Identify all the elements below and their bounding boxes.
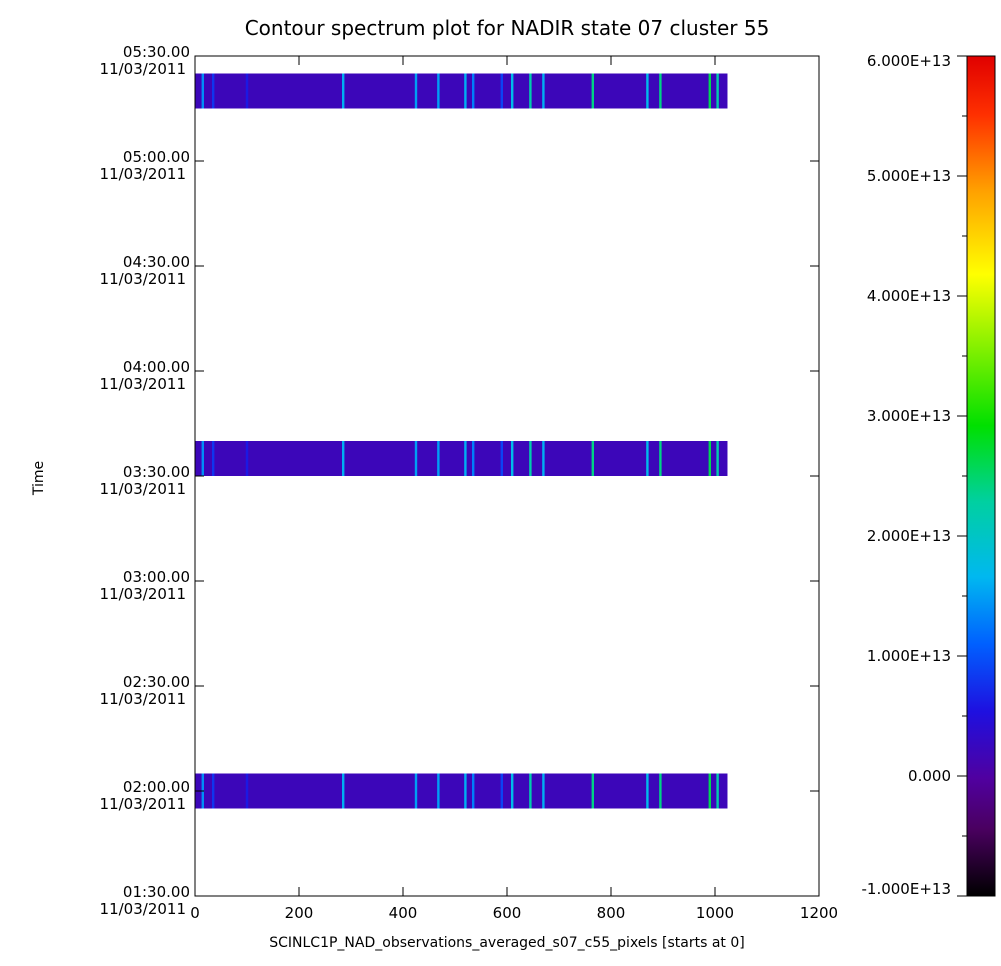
heatmap-cell — [472, 73, 475, 109]
chart-title: Contour spectrum plot for NADIR state 07… — [245, 16, 770, 40]
x-tick-label: 400 — [389, 904, 418, 922]
heatmap-cell — [659, 773, 662, 809]
heatmap-cell — [212, 773, 215, 809]
heatmap-cell — [716, 773, 719, 809]
y-tick-time: 03:00.00 — [123, 568, 190, 586]
colorbar-tick-label: 4.000E+13 — [867, 287, 951, 305]
y-tick-date: 11/03/2011 — [100, 900, 186, 918]
colorbar-tick-label: 5.000E+13 — [867, 167, 951, 185]
heatmap-cell — [414, 773, 418, 809]
colorbar-tick-label: -1.000E+13 — [862, 880, 952, 898]
heatmap-cell — [591, 441, 594, 476]
heatmap-block-2 — [195, 73, 728, 109]
heatmap-cell — [437, 441, 440, 476]
heatmap-cell — [464, 441, 467, 476]
x-tick-label: 200 — [285, 904, 314, 922]
heatmap-cell — [245, 73, 249, 109]
heatmap-cell — [245, 773, 249, 809]
y-axis: 01:30.0011/03/201102:00.0011/03/201102:3… — [100, 43, 819, 918]
heatmap-cell — [591, 73, 594, 109]
heatmap-cell — [342, 773, 345, 809]
x-tick-label: 1200 — [800, 904, 838, 922]
heatmap-cell — [708, 441, 711, 476]
y-tick-time: 02:00.00 — [123, 778, 190, 796]
y-tick-time: 04:30.00 — [123, 253, 190, 271]
heatmap-cell — [201, 441, 204, 476]
heatmap-cell — [716, 73, 719, 109]
heatmap-cell — [342, 441, 345, 476]
heatmap-block-1 — [195, 441, 728, 476]
heatmap-cell — [659, 441, 662, 476]
heatmap-cell — [212, 73, 215, 109]
colorbar-tick-label: 1.000E+13 — [867, 647, 951, 665]
y-tick-date: 11/03/2011 — [100, 60, 186, 78]
y-tick-time: 05:30.00 — [123, 43, 190, 61]
y-tick-time: 04:00.00 — [123, 358, 190, 376]
y-tick-date: 11/03/2011 — [100, 165, 186, 183]
heatmap-cell — [511, 773, 514, 809]
heatmap-cell — [542, 441, 545, 476]
heatmap-cell — [500, 773, 503, 809]
colorbar — [966, 55, 996, 897]
heatmap-cell — [437, 73, 440, 109]
heatmap-cell — [708, 73, 711, 109]
heatmap-cell — [500, 441, 503, 476]
heatmap-cell — [511, 441, 514, 476]
heatmap-cell — [464, 773, 467, 809]
heatmap-cell — [716, 441, 719, 476]
heatmap-layer — [195, 73, 728, 809]
colorbar-tick-label: 0.000 — [908, 767, 951, 785]
x-tick-label: 800 — [597, 904, 626, 922]
heatmap-cell — [659, 73, 662, 109]
heatmap-cell — [472, 441, 475, 476]
x-axis: 0 200 400 600 800 1000 1200 — [190, 56, 838, 922]
y-tick-time: 01:30.00 — [123, 883, 190, 901]
y-tick-date: 11/03/2011 — [100, 480, 186, 498]
y-tick-time: 05:00.00 — [123, 148, 190, 166]
heatmap-cell — [646, 773, 649, 809]
heatmap-cell — [646, 73, 649, 109]
colorbar-tick-label: 6.000E+13 — [867, 52, 951, 70]
heatmap-cell — [511, 73, 514, 109]
heatmap-cell — [472, 773, 475, 809]
x-tick-label: 600 — [493, 904, 522, 922]
y-tick-date: 11/03/2011 — [100, 375, 186, 393]
heatmap-cell — [708, 773, 711, 809]
x-axis-label: SCINLC1P_NAD_observations_averaged_s07_c… — [269, 935, 745, 951]
heatmap-cell — [529, 441, 532, 476]
heatmap-cell — [500, 73, 503, 109]
heatmap-cell — [201, 73, 204, 109]
y-tick-time: 03:30.00 — [123, 463, 190, 481]
heatmap-cell — [542, 773, 545, 809]
heatmap-cell — [414, 73, 418, 109]
y-tick-time: 02:30.00 — [123, 673, 190, 691]
colorbar-tick-label: 3.000E+13 — [867, 407, 951, 425]
heatmap-cell — [437, 773, 440, 809]
y-tick-date: 11/03/2011 — [100, 690, 186, 708]
heatmap-cell — [414, 441, 418, 476]
heatmap-block-0 — [195, 773, 728, 809]
heatmap-cell — [245, 441, 249, 476]
y-tick-date: 11/03/2011 — [100, 270, 186, 288]
y-axis-label: Time — [31, 461, 47, 496]
heatmap-cell — [529, 73, 532, 109]
x-tick-label: 1000 — [696, 904, 734, 922]
heatmap-cell — [464, 73, 467, 109]
heatmap-cell — [212, 441, 215, 476]
heatmap-cell — [529, 773, 532, 809]
colorbar-tick-label: 2.000E+13 — [867, 527, 951, 545]
colorbar-axis: -1.000E+13 0.000 1.000E+13 2.000E+13 3.000E+… — [862, 52, 967, 898]
x-tick-label: 0 — [190, 904, 200, 922]
heatmap-cell — [542, 73, 545, 109]
heatmap-cell — [646, 441, 649, 476]
y-tick-date: 11/03/2011 — [100, 795, 186, 813]
y-tick-date: 11/03/2011 — [100, 585, 186, 603]
heatmap-cell — [342, 73, 345, 109]
heatmap-cell — [591, 773, 594, 809]
